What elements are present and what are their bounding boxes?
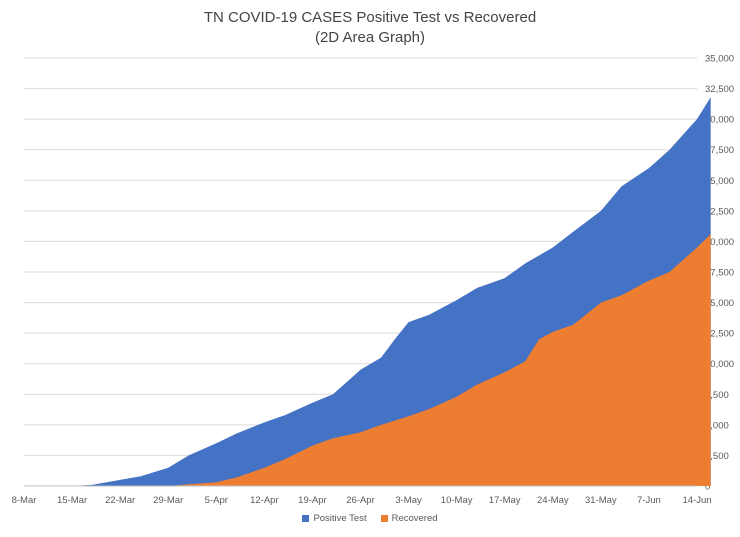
y-tick-label: 15,000 xyxy=(705,298,734,309)
y-tick-label: 17,500 xyxy=(705,268,734,279)
y-tick-label: 20,000 xyxy=(705,237,734,248)
x-tick-label: 5-Apr xyxy=(205,495,228,506)
legend: Positive Test Recovered xyxy=(0,513,740,524)
y-tick-label: 32,500 xyxy=(705,84,734,95)
x-tick-label: 29-Mar xyxy=(153,495,183,506)
x-tick-label: 12-Apr xyxy=(250,495,279,506)
x-tick-label: 8-Mar xyxy=(12,495,37,506)
legend-swatch-recovered xyxy=(380,515,388,522)
y-tick-label: 22,500 xyxy=(705,206,734,217)
x-tick-label: 31-May xyxy=(585,495,617,506)
area-recovered xyxy=(24,234,711,486)
y-tick-label: 35,000 xyxy=(705,54,734,65)
x-tick-label: 7-Jun xyxy=(637,495,661,506)
x-tick-label: 15-Mar xyxy=(57,495,87,506)
chart-subtitle: (2D Area Graph) xyxy=(314,29,426,46)
y-tick-label: 5,000 xyxy=(705,420,729,431)
y-tick-label: 12,500 xyxy=(705,329,734,340)
x-tick-label: 10-May xyxy=(441,495,473,506)
legend-swatch-positive xyxy=(302,515,310,522)
y-tick-label: 25,000 xyxy=(705,176,734,187)
y-tick-label: 7,500 xyxy=(705,390,729,401)
x-tick-label: 19-Apr xyxy=(298,495,327,506)
x-tick-label: 17-May xyxy=(489,495,521,506)
legend-item-recovered: Recovered xyxy=(380,513,438,524)
y-tick-label: 0 xyxy=(705,482,710,493)
x-tick-label: 14-Jun xyxy=(682,495,711,506)
x-tick-label: 24-May xyxy=(537,495,569,506)
x-tick-label: 3-May xyxy=(395,495,422,506)
legend-label-positive: Positive Test xyxy=(313,513,367,524)
y-tick-label: 30,000 xyxy=(705,115,734,126)
x-tick-label: 22-Mar xyxy=(105,495,135,506)
x-tick-label: 26-Apr xyxy=(346,495,375,506)
chart-title: TN COVID-19 CASES Positive Test vs Recov… xyxy=(203,9,537,26)
y-tick-label: 27,500 xyxy=(705,145,734,156)
legend-label-recovered: Recovered xyxy=(391,513,438,524)
y-tick-label: 2,500 xyxy=(705,451,729,462)
y-tick-label: 10,000 xyxy=(705,359,734,370)
legend-item-positive: Positive Test xyxy=(302,513,367,524)
